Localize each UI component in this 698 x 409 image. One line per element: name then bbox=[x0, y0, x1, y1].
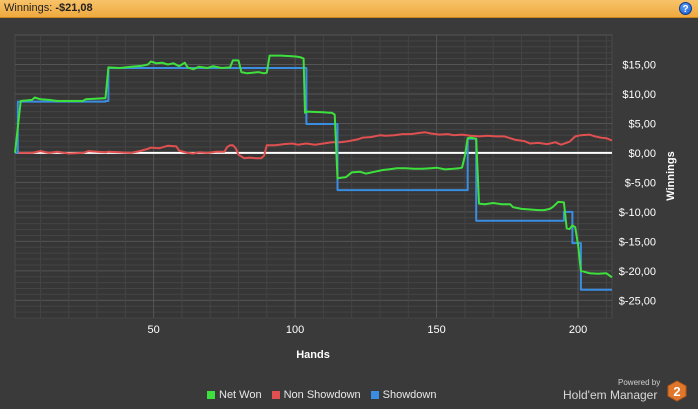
powered-by-text: Powered by bbox=[618, 378, 661, 387]
x-axis-label: Hands bbox=[296, 349, 330, 361]
x-tick-label: 150 bbox=[427, 324, 445, 336]
legend-label-non-showdown: Non Showdown bbox=[283, 389, 361, 401]
legend-swatch-showdown bbox=[370, 391, 379, 399]
series-line-showdown bbox=[15, 67, 612, 291]
y-tick-label: $-15,00 bbox=[619, 236, 656, 248]
y-tick-label: $-20,00 bbox=[619, 266, 656, 278]
winnings-label: Winnings: bbox=[4, 2, 53, 14]
legend-swatch-net-won bbox=[207, 391, 215, 399]
grid bbox=[15, 34, 612, 319]
series-line-net-won bbox=[14, 54, 613, 279]
holdem-manager-logo-icon: 2 bbox=[667, 380, 687, 402]
x-tick-label: 50 bbox=[148, 324, 160, 336]
legend-showdown[interactable]: Showdown bbox=[370, 389, 437, 401]
x-axis-ticks: 50 100 150 200 bbox=[148, 324, 588, 336]
series-line-non-showdown bbox=[15, 131, 613, 160]
product-name: Hold'em Manager bbox=[563, 388, 658, 402]
legend-swatch-non-showdown bbox=[271, 391, 280, 399]
x-tick-label: 100 bbox=[286, 324, 304, 336]
legend: Net Won Non Showdown Showdown bbox=[207, 389, 436, 401]
y-tick-label: $0,00 bbox=[628, 148, 656, 160]
y-tick-label: $15,00 bbox=[622, 59, 656, 71]
series-lines bbox=[14, 54, 613, 291]
legend-label-showdown: Showdown bbox=[382, 389, 437, 401]
y-axis-ticks: $15,00 $10,00 $5,00 $0,00 $-5,00 $-10,00 $-15,… bbox=[619, 59, 656, 307]
title-bar: Winnings: -$21,08 ? bbox=[0, 0, 698, 18]
y-tick-label: $-5,00 bbox=[625, 177, 656, 189]
y-tick-label: $-10,00 bbox=[619, 207, 656, 219]
y-tick-label: $-25,00 bbox=[619, 295, 656, 307]
winnings-value: -$21,08 bbox=[55, 2, 93, 14]
help-icon[interactable]: ? bbox=[679, 2, 692, 15]
winnings-summary: Winnings: -$21,08 bbox=[4, 2, 93, 14]
y-tick-label: $5,00 bbox=[628, 118, 656, 130]
logo-digit: 2 bbox=[673, 384, 680, 399]
x-tick-label: 200 bbox=[569, 324, 587, 336]
y-axis-label: Winnings bbox=[665, 151, 677, 200]
y-tick-label: $10,00 bbox=[622, 89, 656, 101]
legend-non-showdown[interactable]: Non Showdown bbox=[271, 389, 361, 401]
legend-label-net-won: Net Won bbox=[219, 389, 262, 401]
legend-net-won[interactable]: Net Won bbox=[207, 389, 262, 401]
